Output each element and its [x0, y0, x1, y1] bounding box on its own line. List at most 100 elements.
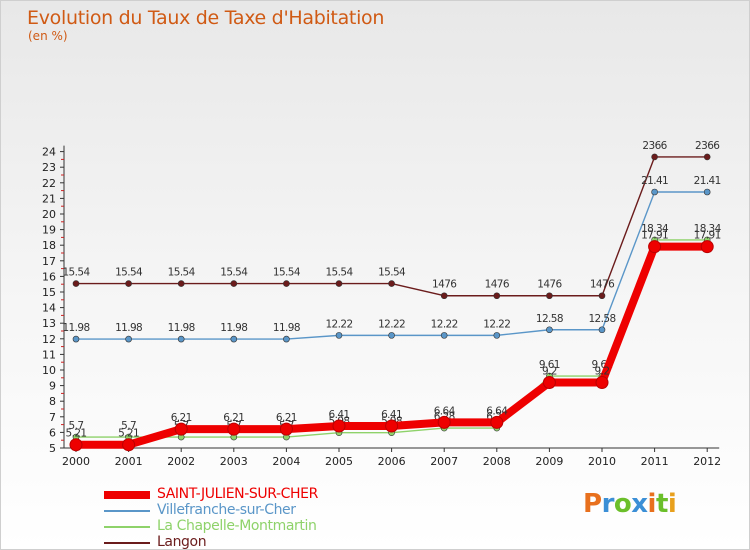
x-tick-label: 2008	[483, 455, 511, 468]
data-point	[177, 280, 185, 287]
data-label: 1476	[537, 279, 562, 291]
data-label: 15.54	[378, 267, 406, 279]
data-point	[72, 335, 80, 343]
data-label: 12.58	[588, 313, 615, 325]
data-point	[122, 438, 136, 452]
data-label: 11.98	[62, 322, 89, 334]
y-tick-label: 15	[42, 286, 56, 299]
data-label: 15.54	[115, 267, 143, 279]
y-tick-label: 8	[49, 395, 56, 408]
data-point	[335, 280, 343, 287]
data-point	[437, 415, 451, 429]
data-point	[174, 422, 188, 436]
data-label: 18.34	[694, 223, 722, 235]
data-point	[177, 335, 185, 343]
data-point	[69, 438, 83, 452]
logo-letter: x	[631, 489, 648, 519]
data-label: 9.61	[539, 359, 560, 371]
data-label: 15.54	[62, 267, 90, 279]
data-label: 5.7	[121, 420, 136, 432]
data-label: 1476	[590, 279, 615, 291]
data-label: 5.7	[69, 420, 84, 432]
legend-label: La Chapelle-Montmartin	[157, 518, 317, 534]
data-point	[72, 280, 80, 287]
data-label: 9.2	[542, 365, 557, 377]
y-tick-label: 16	[42, 270, 56, 283]
y-tick-label: 9	[49, 380, 56, 393]
y-tick-label: 19	[42, 224, 56, 237]
x-tick-label: 2001	[115, 455, 143, 468]
brand-logo: Proxiti	[583, 489, 677, 519]
data-label: 15.54	[220, 267, 248, 279]
x-tick-label: 2004	[272, 455, 300, 468]
x-tick-label: 2002	[167, 455, 195, 468]
y-tick-label: 11	[42, 348, 56, 361]
logo-letter: o	[613, 489, 632, 519]
y-tick-label: 23	[42, 161, 56, 174]
data-label: 6.64	[434, 405, 456, 417]
x-tick-label: 2006	[378, 455, 406, 468]
legend-swatch	[104, 526, 150, 528]
data-label: 2366	[642, 140, 667, 152]
x-tick-label: 2007	[430, 455, 458, 468]
y-tick-label: 10	[42, 364, 56, 377]
data-point	[493, 292, 501, 300]
data-label: 6.21	[223, 412, 244, 424]
data-label: 21.41	[641, 175, 668, 187]
legend-label: Villefranche-sur-Cher	[157, 502, 296, 518]
data-label: 6.41	[329, 409, 350, 421]
data-label: 12.22	[325, 318, 352, 330]
y-tick-label: 13	[42, 317, 56, 330]
data-point	[440, 292, 448, 300]
data-point	[703, 188, 711, 196]
legend-swatch	[104, 510, 150, 512]
y-tick-label: 14	[42, 302, 56, 315]
data-label: 15.54	[168, 267, 196, 279]
data-point	[227, 422, 241, 436]
data-point	[546, 326, 553, 334]
data-point	[546, 292, 553, 300]
data-point	[388, 332, 395, 339]
legend-item-la-chapelle: La Chapelle-Montmartin	[104, 518, 424, 535]
data-point	[283, 335, 290, 343]
data-label: 6.21	[171, 412, 192, 424]
data-point	[493, 332, 501, 339]
data-label: 21.41	[694, 175, 721, 187]
data-point	[283, 280, 290, 287]
legend-item-saint-julien: SAINT-JULIEN-SUR-CHER	[104, 486, 424, 503]
data-point	[490, 415, 504, 429]
x-tick-label: 2010	[588, 455, 616, 468]
data-point	[125, 335, 132, 343]
x-tick-label: 2005	[325, 455, 353, 468]
data-label: 12.22	[483, 318, 510, 330]
data-point	[598, 292, 606, 300]
data-label: 11.98	[220, 322, 247, 334]
chart-legend: SAINT-JULIEN-SUR-CHER Villefranche-sur-C…	[104, 486, 424, 549]
data-label: 5.21	[118, 428, 139, 440]
data-label: 11.98	[273, 322, 300, 334]
logo-letter: t	[655, 489, 668, 519]
y-tick-label: 12	[42, 333, 56, 346]
legend-item-langon: Langon	[104, 534, 424, 549]
data-point	[279, 422, 293, 436]
data-label: 6.21	[276, 412, 297, 424]
data-label: 18.34	[641, 223, 669, 235]
data-point	[598, 326, 606, 334]
data-point	[230, 280, 238, 287]
data-label: 12.22	[431, 318, 458, 330]
y-tick-label: 7	[49, 411, 56, 424]
data-label: 17.91	[641, 230, 668, 242]
logo-letter: P	[583, 489, 602, 519]
data-label: 15.54	[273, 267, 301, 279]
data-label: 1476	[432, 279, 457, 291]
chart-subtitle: (en %)	[28, 29, 68, 43]
data-point	[648, 240, 662, 254]
x-tick-label: 2000	[62, 455, 90, 468]
logo-letter: r	[601, 489, 615, 519]
data-label: 6.64	[486, 405, 508, 417]
y-tick-label: 20	[42, 208, 56, 221]
data-point	[595, 375, 609, 389]
data-point	[125, 280, 132, 287]
